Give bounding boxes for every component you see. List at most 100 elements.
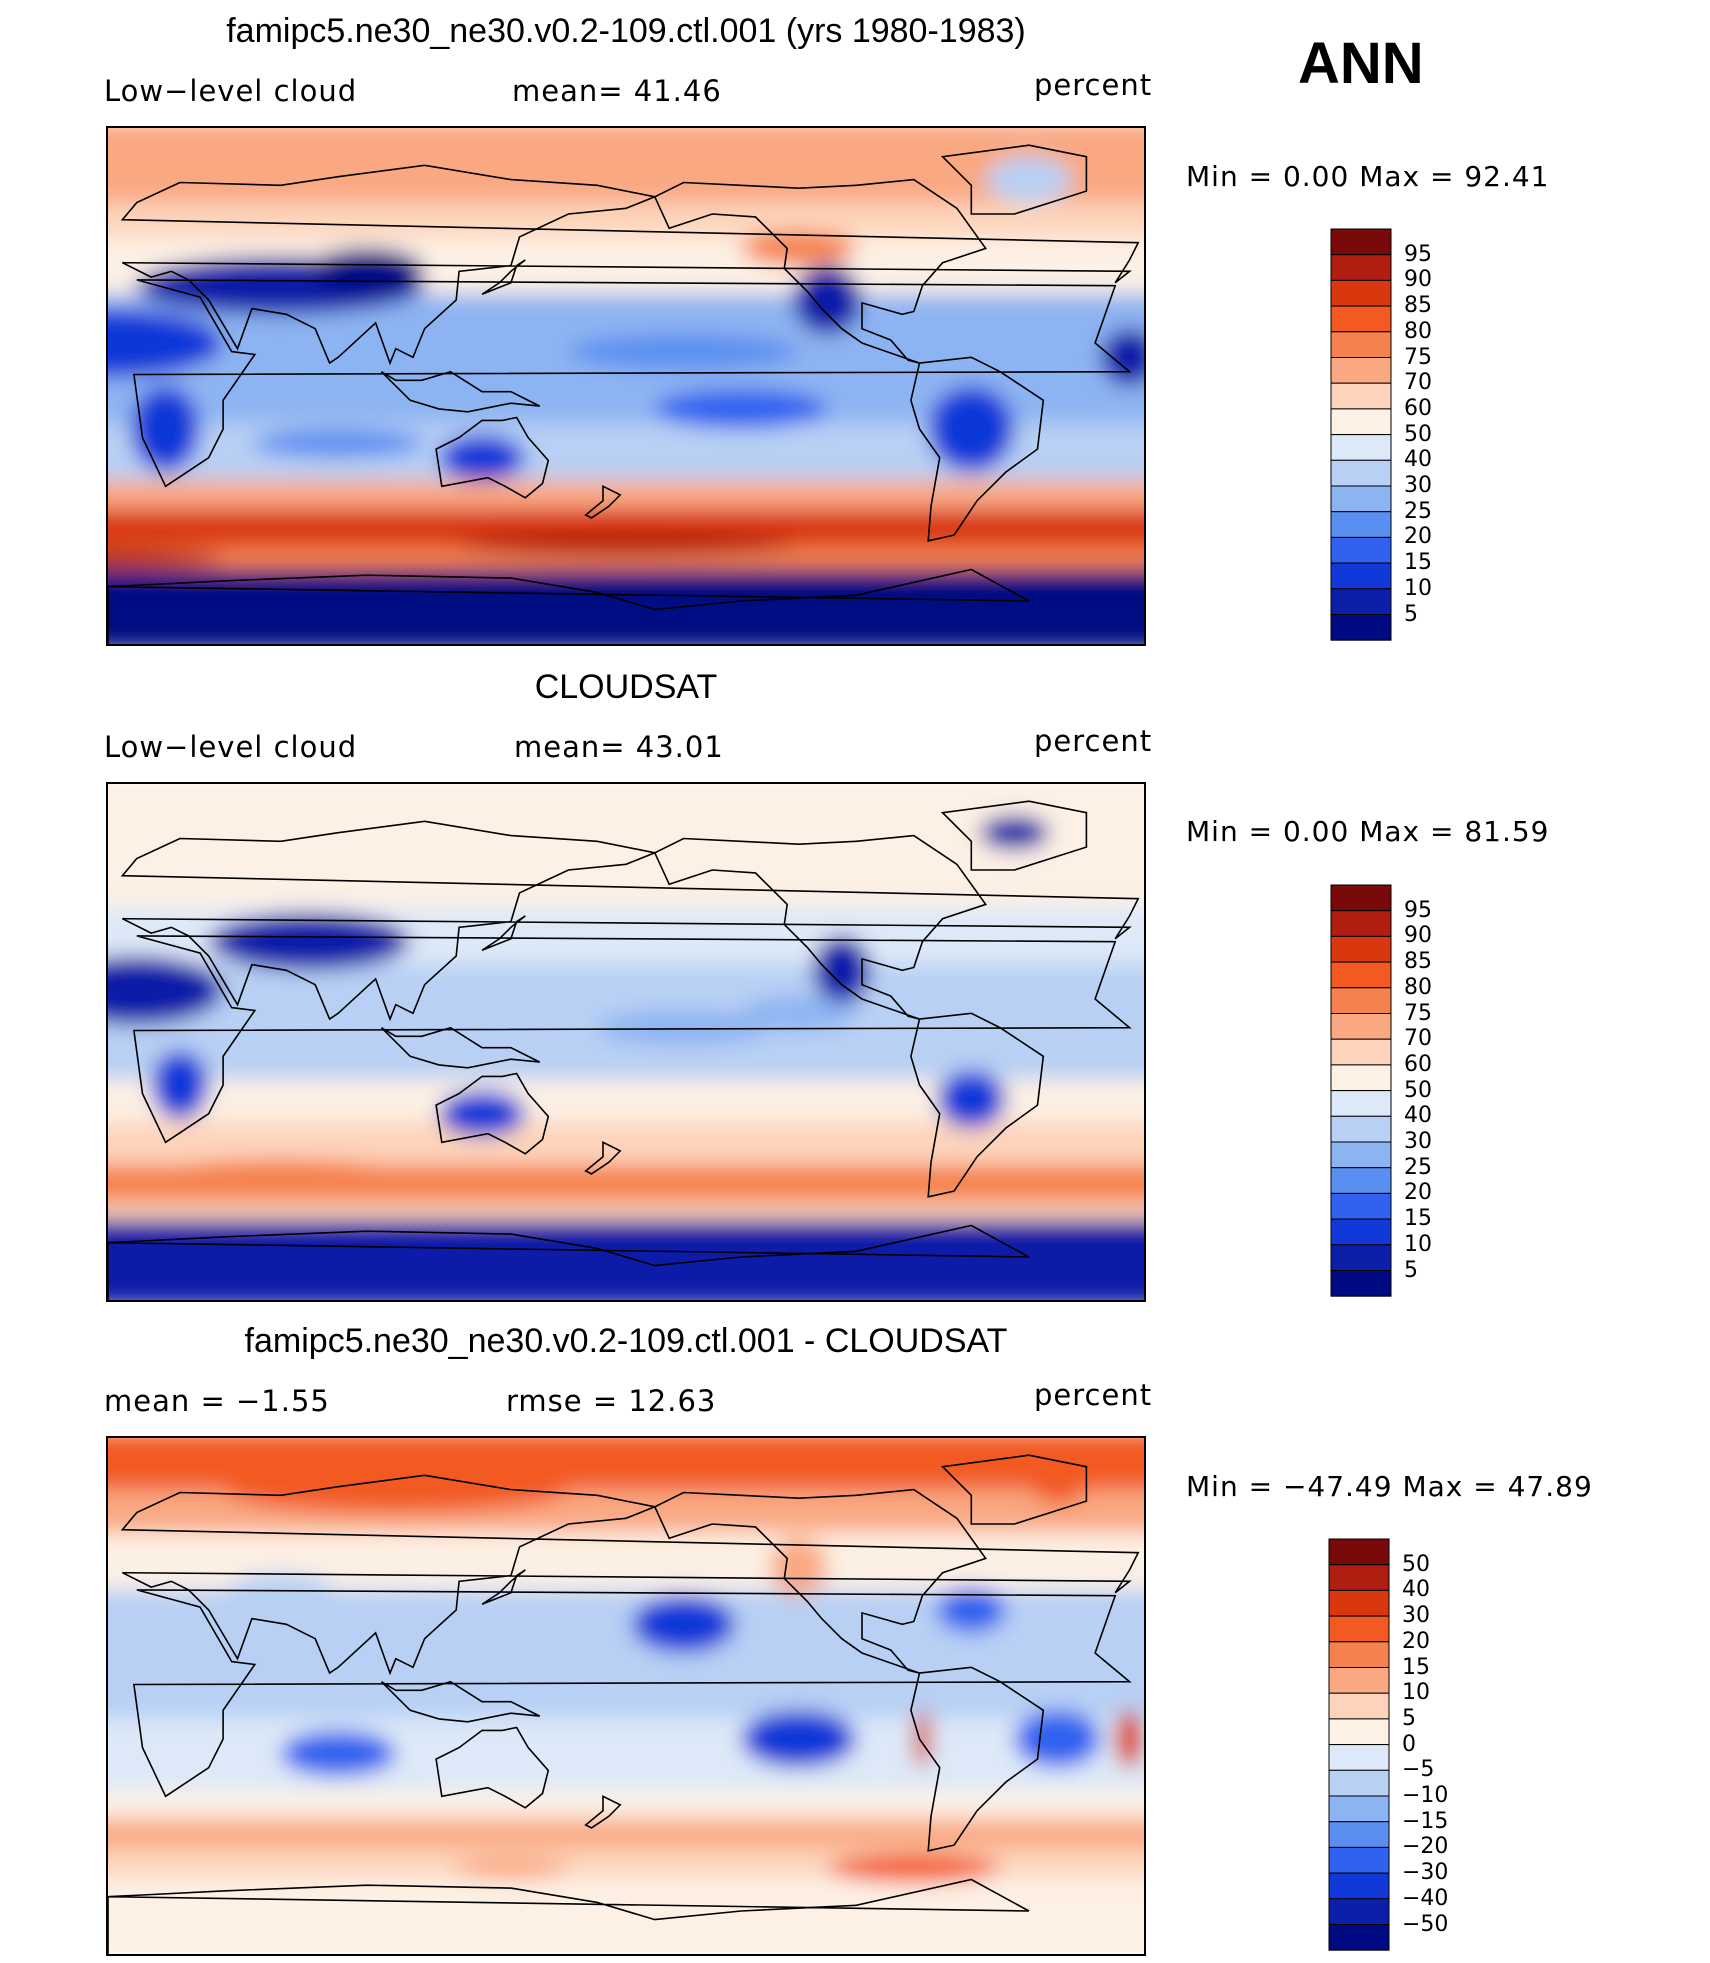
colorbar-tick-label: 15 xyxy=(1404,1206,1432,1232)
map-field xyxy=(108,784,1144,1300)
contour-region xyxy=(769,1538,828,1596)
zonal-band xyxy=(108,569,1144,644)
coastline xyxy=(653,178,987,364)
contour-region xyxy=(928,386,1015,472)
colorbar-tick-label: 10 xyxy=(1402,1680,1430,1706)
contour-region xyxy=(985,156,1073,203)
colorbar-tick-label: 20 xyxy=(1404,524,1432,550)
colorbar-swatch xyxy=(1330,614,1392,641)
colorbar-swatch xyxy=(1330,228,1392,256)
colorbar-swatch xyxy=(1330,1115,1392,1143)
colorbar-swatch xyxy=(1330,935,1392,963)
coastline xyxy=(132,1589,1132,1798)
panel-1-minmax: Min = 0.00 Max = 92.41 xyxy=(1186,160,1550,193)
coastline xyxy=(108,1878,1030,1954)
colorbar-swatch xyxy=(1328,1898,1390,1925)
coastline xyxy=(108,1224,1030,1300)
coastline xyxy=(435,416,550,499)
colorbar-tick-label: 70 xyxy=(1404,370,1432,396)
colorbar-tick-label: 5 xyxy=(1402,1705,1416,1731)
colorbar-tick-label: 90 xyxy=(1404,923,1432,949)
coastline xyxy=(108,568,1030,644)
contour-region xyxy=(1028,1458,1087,1504)
colorbar-swatch xyxy=(1330,331,1392,359)
colorbar-tick-label: −20 xyxy=(1402,1834,1449,1860)
panel-2-mean-label: mean= 43.01 xyxy=(514,730,724,764)
contour-region xyxy=(309,248,425,295)
coastline xyxy=(481,259,526,296)
panel-3-minmax: Min = −47.49 Max = 47.89 xyxy=(1186,1470,1593,1503)
coastline xyxy=(940,1454,1088,1525)
zonal-band xyxy=(108,1219,1144,1300)
contour-region xyxy=(108,308,224,378)
colorbar-swatch xyxy=(1328,1667,1390,1694)
panel-3-rmse-label: rmse = 12.63 xyxy=(506,1384,717,1418)
coastline xyxy=(653,834,987,1020)
contour-region xyxy=(827,1853,1001,1883)
panel-2-minmax: Min = 0.00 Max = 81.59 xyxy=(1186,815,1550,848)
coastline xyxy=(380,1026,541,1069)
coastline xyxy=(910,1012,1045,1198)
coastline xyxy=(584,1795,622,1829)
colorbar-tick-label: 60 xyxy=(1404,395,1432,421)
panel-1-mean-label: mean= 41.46 xyxy=(512,74,722,108)
colorbar-tick-label: 0 xyxy=(1402,1731,1416,1757)
colorbar-swatch xyxy=(1328,1692,1390,1720)
colorbar-tick-label: 95 xyxy=(1404,241,1432,267)
panel-3-units-label: percent xyxy=(1034,1378,1153,1412)
contour-region xyxy=(792,265,862,335)
colorbar-swatch xyxy=(1330,254,1392,281)
colorbar-swatch xyxy=(1328,1846,1390,1874)
colorbar-tick-label: 25 xyxy=(1404,498,1432,524)
contour-region xyxy=(223,1466,569,1513)
contour-region xyxy=(979,815,1050,850)
colorbar-swatch xyxy=(1330,434,1392,461)
colorbar-tick-label: −5 xyxy=(1402,1757,1435,1783)
colorbar-swatch xyxy=(1328,1718,1390,1746)
coastline xyxy=(940,144,1088,215)
coastline xyxy=(940,800,1088,871)
colorbar-swatch xyxy=(1328,1795,1390,1823)
coastline xyxy=(380,1680,541,1723)
contour-region xyxy=(108,956,224,1025)
coastline xyxy=(435,1072,550,1155)
colorbar-swatch xyxy=(1330,1244,1392,1271)
contour-region xyxy=(913,1710,932,1768)
contour-region xyxy=(1115,1710,1144,1768)
contour-region xyxy=(741,1710,857,1768)
colorbar-tick-label: 30 xyxy=(1404,473,1432,498)
panel-1-variable-label: Low−level cloud xyxy=(104,74,358,108)
panel-1-units-label: percent xyxy=(1034,68,1153,102)
colorbar-tick-label: 25 xyxy=(1404,1154,1432,1180)
colorbar-tick-label: −10 xyxy=(1402,1783,1449,1808)
colorbar-tick-label: 80 xyxy=(1404,974,1432,1000)
contour-region xyxy=(251,429,425,458)
colorbar-swatch xyxy=(1328,1564,1390,1591)
colorbar-tick-label: 20 xyxy=(1402,1628,1430,1654)
contour-region xyxy=(597,1010,770,1045)
colorbar-swatch xyxy=(1330,357,1392,384)
colorbar-swatch xyxy=(1330,485,1392,513)
colorbar-tick-label: 50 xyxy=(1404,1077,1432,1103)
colorbar-tick-label: −30 xyxy=(1402,1860,1449,1886)
contour-region xyxy=(631,1595,736,1653)
colorbar-tick-label: 75 xyxy=(1404,344,1432,370)
contour-region xyxy=(683,1173,914,1197)
zonal-band xyxy=(108,1718,1144,1803)
coastline xyxy=(481,915,526,952)
colorbar-tick-label: 15 xyxy=(1404,550,1432,576)
map-field xyxy=(108,1438,1144,1954)
colorbar-tick-label: 20 xyxy=(1404,1180,1432,1206)
colorbar-tick-label: 40 xyxy=(1402,1577,1430,1603)
colorbar-tick-label: 80 xyxy=(1404,318,1432,344)
contour-region xyxy=(438,434,526,481)
panel-3-mean-label: mean = −1.55 xyxy=(104,1384,330,1418)
colorbar-tick-label: −50 xyxy=(1402,1911,1449,1937)
coastline xyxy=(120,820,1140,1022)
coastline xyxy=(584,485,622,519)
colorbar-tick-label: 95 xyxy=(1404,897,1432,923)
colorbar-swatch xyxy=(1330,961,1392,989)
colorbar-tick-label: 40 xyxy=(1404,1103,1432,1129)
panel-2-units-label: percent xyxy=(1034,724,1153,758)
colorbar-swatch xyxy=(1328,1744,1390,1771)
